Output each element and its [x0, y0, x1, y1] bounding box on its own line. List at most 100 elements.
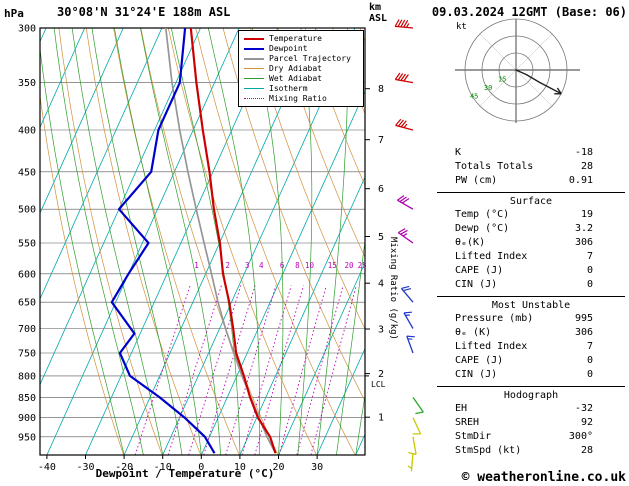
stat-row: CAPE (J) 0 — [437, 264, 625, 278]
stat-value: 0.91 — [568, 175, 593, 186]
stat-label: CIN (J) — [455, 369, 498, 380]
km-tick-label: 7 — [378, 135, 384, 146]
stat-label: Lifted Index — [455, 341, 528, 352]
wind-barb — [394, 19, 414, 29]
km-tick-label: 6 — [378, 184, 384, 195]
asl-label: ASL — [369, 13, 388, 24]
mixing-ratio-value-label: 20 — [344, 261, 354, 270]
isotherm-line — [40, 28, 163, 300]
stat-row: θₑ(K) 306 — [437, 236, 625, 250]
mixing-ratio-value-label: 10 — [305, 261, 315, 270]
mixing-ratio-value-label: 6 — [280, 261, 285, 270]
stat-row: StmDir 300° — [437, 430, 625, 444]
stat-row: Temp (°C) 19 — [437, 208, 625, 222]
station-title: 30°08'N 31°24'E 188m ASL — [57, 5, 231, 19]
pressure-unit-label: hPa — [4, 7, 24, 20]
x-axis-label: Dewpoint / Temperature (°C) — [95, 467, 275, 480]
pressure-tick-label: 700 — [18, 324, 36, 335]
hodograph-ring — [498, 52, 534, 88]
copyright-label: © weatheronline.co.uk — [461, 470, 626, 485]
pressure-tick-label: 350 — [18, 78, 36, 89]
isotherm-line — [46, 28, 240, 455]
wind-barb — [406, 335, 415, 354]
dry-adiabat-line — [304, 28, 365, 187]
plot-border — [39, 27, 366, 456]
km-tick-label: 1 — [378, 413, 384, 424]
legend-label: Dry Adiabat — [269, 64, 322, 73]
isotherm-line — [278, 261, 365, 455]
stat-row: EH -32 — [437, 402, 625, 416]
mixing-ratio-line — [134, 285, 191, 455]
km-tick-label: 3 — [378, 325, 384, 336]
legend-swatch — [244, 57, 264, 60]
legend-item: Temperature — [244, 34, 358, 43]
mixing-ratio-line — [278, 285, 327, 455]
pressure-tick-label: 800 — [18, 371, 36, 382]
temperature-curve — [189, 28, 277, 454]
stat-value: 7 — [586, 251, 593, 262]
dry-adiabat-line — [222, 28, 365, 402]
legend-label: Temperature — [269, 34, 322, 43]
stat-row: CIN (J) 0 — [437, 278, 625, 292]
stat-value: 0 — [586, 355, 593, 366]
wind-barb — [412, 396, 424, 415]
wind-barb — [394, 72, 414, 84]
stat-label: EH — [455, 403, 468, 414]
stat-label: θₑ (K) — [455, 327, 492, 338]
temp-tick-label: -20 — [115, 462, 133, 473]
wet-adiabat-line — [297, 28, 313, 455]
stat-label: K — [455, 147, 462, 158]
wet-adiabat-line — [140, 28, 221, 455]
mixing-ratio-line — [241, 285, 292, 455]
temp-tick-label: -30 — [76, 462, 94, 473]
dry-adiabat-line — [40, 93, 124, 455]
stat-row: Totals Totals 28 — [437, 160, 625, 174]
legend-swatch — [244, 78, 264, 79]
wind-barb — [395, 118, 414, 131]
stat-label: Lifted Index — [455, 251, 528, 262]
pressure-tick-label: 450 — [18, 167, 36, 178]
lcl-label: LCL — [371, 380, 386, 389]
temp-tick-label: -10 — [154, 462, 172, 473]
wind-barb — [412, 417, 422, 435]
mixing-ratio-value-label: 15 — [328, 261, 337, 270]
altitude-axis-header: km ASL — [369, 2, 387, 24]
legend-label: Wet Adiabat — [269, 74, 322, 83]
pressure-tick-label: 550 — [18, 239, 36, 250]
stat-row: Pressure (mb) 995 — [437, 312, 625, 326]
pressure-tick-label: 300 — [18, 24, 36, 35]
stat-row: Lifted Index 7 — [437, 340, 625, 354]
stat-label: Dewp (°C) — [455, 223, 510, 234]
hodograph-ring-label: 30 — [484, 84, 492, 92]
pressure-tick-label: 650 — [18, 298, 36, 309]
mixing-ratio-value-label: 8 — [295, 261, 300, 270]
temp-tick-label: 30 — [311, 462, 323, 473]
dry-adiabat-line — [195, 28, 356, 455]
background-lines — [40, 28, 365, 455]
legend-item: Parcel Trajectory — [244, 54, 358, 63]
isotherm-line — [40, 28, 201, 386]
hodograph-trace-arrowhead — [556, 87, 562, 95]
stats-panel: K -18 Totals Totals 28 PW (cm) 0.91 Surface Tem… — [437, 146, 625, 458]
wind-barb — [403, 311, 414, 329]
stat-row: CAPE (J) 0 — [437, 354, 625, 368]
mixing-ratio-line — [188, 285, 242, 455]
km-tick-label: 5 — [378, 232, 384, 243]
mixing-ratio-line — [203, 285, 256, 455]
mixing-ratio-line — [167, 285, 222, 455]
stat-label: CAPE (J) — [455, 265, 504, 276]
skewt-chart: Mixing Ratio (g/kg) 1 2 3 4 6 8 10 15 20 25300350… — [18, 19, 424, 473]
stat-row: PW (cm) 0.91 — [437, 174, 625, 188]
mixing-ratio-value-label: 3 — [245, 261, 250, 270]
stat-value: 3.2 — [574, 223, 593, 234]
stat-value: -32 — [574, 403, 593, 414]
pressure-tick-label: 400 — [18, 126, 36, 137]
stat-value: 28 — [580, 445, 593, 456]
stat-label: Totals Totals — [455, 161, 534, 172]
hodograph-ring-label: 45 — [470, 93, 478, 101]
wet-adiabat-line — [336, 238, 365, 455]
isotherm-line — [316, 347, 365, 455]
stat-label: θₑ(K) — [455, 237, 486, 248]
pressure-tick-label: 850 — [18, 393, 36, 404]
stat-value: 0 — [586, 369, 593, 380]
